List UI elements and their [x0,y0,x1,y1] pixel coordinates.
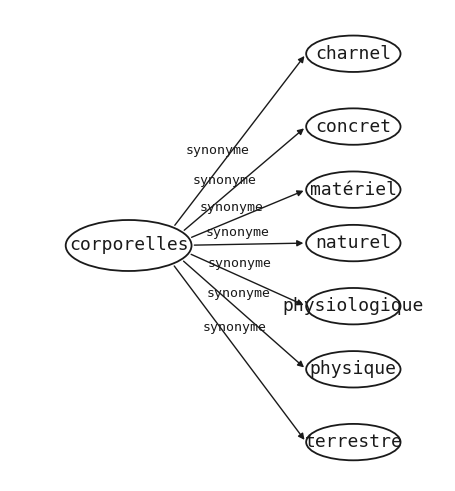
Ellipse shape [306,171,400,208]
Text: synonyme: synonyme [193,174,257,187]
Text: synonyme: synonyme [186,144,250,157]
FancyArrowPatch shape [175,57,303,225]
Ellipse shape [66,220,192,271]
FancyArrowPatch shape [191,254,302,304]
FancyArrowPatch shape [184,129,303,230]
Text: matériel: matériel [310,181,397,199]
FancyArrowPatch shape [192,191,302,237]
Text: physiologique: physiologique [283,297,424,315]
Ellipse shape [306,288,400,325]
Ellipse shape [306,225,400,261]
Ellipse shape [306,109,400,145]
FancyArrowPatch shape [183,261,303,366]
FancyArrowPatch shape [174,266,303,438]
Text: synonyme: synonyme [200,201,264,214]
Text: naturel: naturel [315,234,391,252]
Text: charnel: charnel [315,45,391,63]
Ellipse shape [306,424,400,460]
Text: synonyme: synonyme [203,321,267,334]
Text: synonyme: synonyme [205,226,269,239]
Text: corporelles: corporelles [69,237,188,254]
Text: terrestre: terrestre [304,433,402,451]
Text: synonyme: synonyme [207,287,270,300]
Text: concret: concret [315,117,391,136]
Text: physique: physique [310,360,397,378]
Ellipse shape [306,351,400,387]
FancyArrowPatch shape [194,241,302,246]
Ellipse shape [306,35,400,72]
Text: synonyme: synonyme [208,257,272,270]
